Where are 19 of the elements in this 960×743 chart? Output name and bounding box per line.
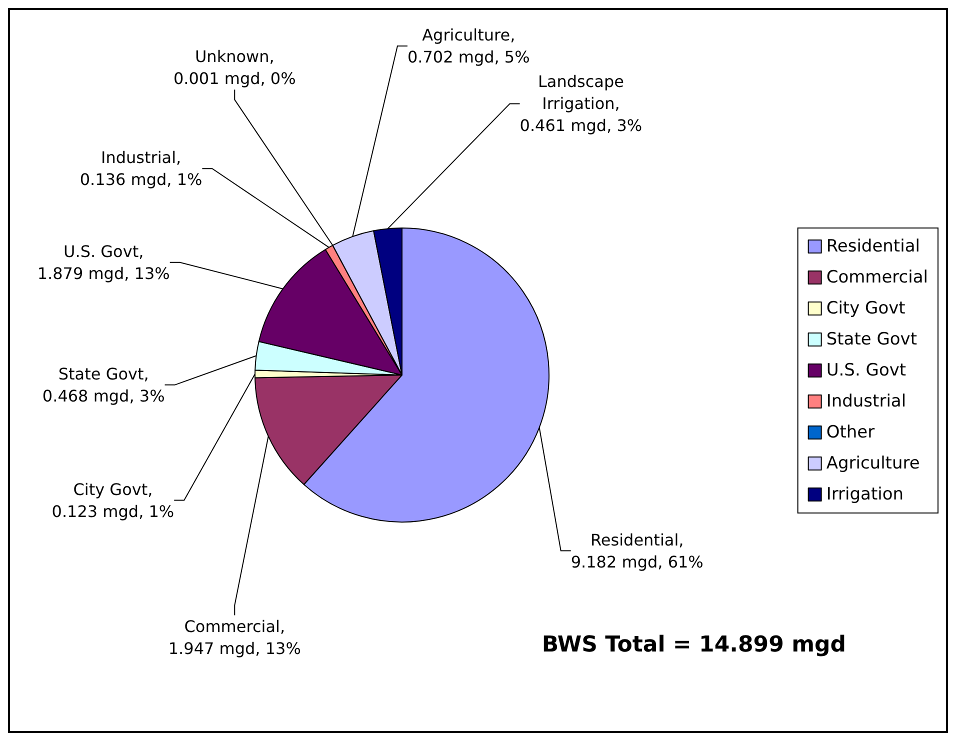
data-label: Landscape Irrigation, 0.461 mgd, 3% xyxy=(520,72,642,136)
legend-label: State Govt xyxy=(826,330,918,350)
data-label: Industrial, 0.136 mgd, 1% xyxy=(80,148,202,190)
data-label: Residential, 9.182 mgd, 61% xyxy=(570,530,704,572)
legend-label: Industrial xyxy=(826,392,906,412)
data-label: Commercial, 1.947 mgd, 13% xyxy=(168,616,301,658)
legend-label: Residential xyxy=(826,236,920,256)
legend-label: Agriculture xyxy=(826,454,920,474)
data-label: City Govt, 0.123 mgd, 1% xyxy=(52,480,174,521)
legend-label: Irrigation xyxy=(826,484,904,504)
data-label: Unknown, 0.001 mgd, 0% xyxy=(173,47,296,88)
legend-label: U.S. Govt xyxy=(826,360,906,380)
legend-label: City Govt xyxy=(826,298,906,318)
legend-label: Other xyxy=(826,422,875,442)
text: BWS Total = 14.899 mgd xyxy=(542,632,846,658)
data-label: U.S. Govt, 1.879 mgd, 13% xyxy=(37,242,170,283)
data-label: State Govt, 0.468 mgd, 3% xyxy=(42,364,165,406)
legend-label: Commercial xyxy=(826,268,928,288)
data-label: Agriculture, 0.702 mgd, 5% xyxy=(407,26,530,67)
